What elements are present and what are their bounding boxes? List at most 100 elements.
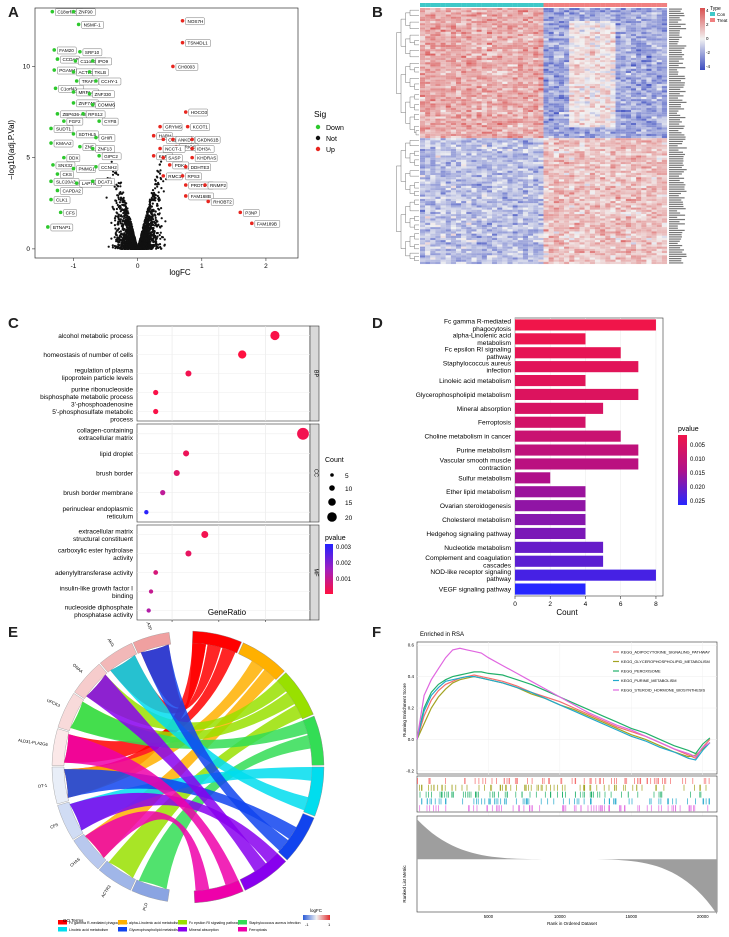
heatmap-cell <box>450 31 457 35</box>
heatmap-cell <box>594 90 601 93</box>
volcano-gene-label: PRDT1-2 <box>191 183 211 188</box>
heatmap-cell <box>548 25 554 28</box>
heatmap-group-bar <box>661 3 668 7</box>
heatmap-cell <box>558 53 565 56</box>
heatmap-cell <box>440 64 446 67</box>
heatmap-group-bar <box>430 3 436 7</box>
heatmap-cell <box>497 62 503 65</box>
heatmap-cell <box>435 94 441 97</box>
heatmap-cell <box>486 62 493 65</box>
volcano-xtick-label: 0 <box>136 263 140 270</box>
heatmap-cell <box>517 64 523 67</box>
heatmap-cell <box>517 8 523 11</box>
volcano-point <box>154 223 157 226</box>
heatmap-cell <box>558 103 565 106</box>
heatmap-cell <box>625 12 632 15</box>
heatmap-cell <box>636 49 642 52</box>
heatmap-cell <box>620 40 626 43</box>
heatmap-cell <box>569 10 575 13</box>
heatmap-cell <box>574 25 580 28</box>
heatmap-cell <box>456 60 462 63</box>
heatmap-cell <box>569 90 575 93</box>
heatmap-cell <box>461 88 467 91</box>
volcano-gene-label: ZNF13 <box>98 147 112 152</box>
heatmap-cell <box>594 16 601 19</box>
heatmap-group-bar <box>620 3 626 7</box>
heatmap-cell <box>466 70 472 74</box>
heatmap-cell <box>569 49 575 52</box>
heatmap-cell <box>528 99 534 102</box>
heatmap-cell <box>517 94 523 97</box>
heatmap-cell <box>502 109 508 113</box>
heatmap-cell <box>610 8 616 11</box>
heatmap-cell <box>528 88 534 91</box>
heatmap-cell <box>625 105 632 108</box>
heatmap-cell <box>425 64 431 67</box>
heatmap-cell <box>584 29 590 32</box>
volcano-point <box>118 244 121 247</box>
heatmap-cell <box>641 66 647 69</box>
volcano-point <box>156 176 159 179</box>
heatmap-cell <box>461 21 467 24</box>
heatmap-cell <box>481 36 487 39</box>
heatmap-cell <box>456 75 462 78</box>
volcano-gene-label: C11orf33 <box>80 59 99 64</box>
volcano-point <box>114 199 117 202</box>
volcano-point <box>114 227 117 230</box>
heatmap-cell <box>620 66 626 69</box>
heatmap-cell <box>584 53 590 56</box>
heatmap-cell <box>440 21 446 24</box>
heatmap-cell <box>445 16 451 19</box>
heatmap-cell <box>636 51 642 54</box>
heatmap-cell <box>512 92 518 95</box>
heatmap-cell <box>538 101 544 104</box>
heatmap-cell <box>641 60 647 63</box>
volcano-point <box>136 247 139 250</box>
heatmap-cell <box>538 8 544 11</box>
heatmap-cell <box>528 103 534 106</box>
heatmap-cell <box>486 21 493 24</box>
heatmap-cell <box>512 55 518 58</box>
heatmap-cell <box>435 44 441 48</box>
heatmap-cell <box>450 105 457 108</box>
heatmap-cell <box>492 27 498 30</box>
volcano-point <box>151 208 154 212</box>
heatmap-cell <box>646 36 652 39</box>
heatmap-cell <box>651 27 657 30</box>
heatmap-cell <box>476 12 482 15</box>
heatmap-cell <box>564 51 570 54</box>
heatmap-cell <box>553 73 559 76</box>
volcano-point <box>126 221 129 224</box>
heatmap-cell <box>440 103 446 106</box>
heatmap-cell <box>533 49 539 52</box>
heatmap-cell <box>517 75 523 78</box>
heatmap-cell <box>620 31 626 35</box>
heatmap-cell <box>564 29 570 32</box>
heatmap-cell <box>651 23 657 26</box>
heatmap-cell <box>517 57 523 61</box>
heatmap-cell <box>528 73 534 76</box>
heatmap-cell <box>564 96 570 100</box>
heatmap-cell <box>481 47 487 50</box>
heatmap-cell <box>610 103 616 106</box>
heatmap-cell <box>533 88 539 91</box>
heatmap-cell <box>646 66 652 69</box>
heatmap-cell <box>646 60 652 63</box>
heatmap-cell <box>646 79 652 82</box>
heatmap-cell <box>450 90 457 93</box>
volcano-gene-label: CAPDA2 <box>62 188 81 193</box>
heatmap-cell <box>584 81 590 84</box>
heatmap-cell <box>450 70 457 74</box>
heatmap-cell <box>450 92 457 95</box>
heatmap-cell <box>543 60 549 63</box>
heatmap-cell <box>661 31 668 35</box>
heatmap-cell <box>497 96 503 100</box>
heatmap-cell <box>507 31 513 35</box>
heatmap-cell <box>481 44 487 48</box>
heatmap-cell <box>584 38 590 41</box>
heatmap-cell <box>450 51 457 54</box>
heatmap-cell <box>425 112 431 115</box>
heatmap-cell <box>594 29 601 32</box>
heatmap-cell <box>486 29 493 32</box>
heatmap-cell <box>445 62 451 65</box>
